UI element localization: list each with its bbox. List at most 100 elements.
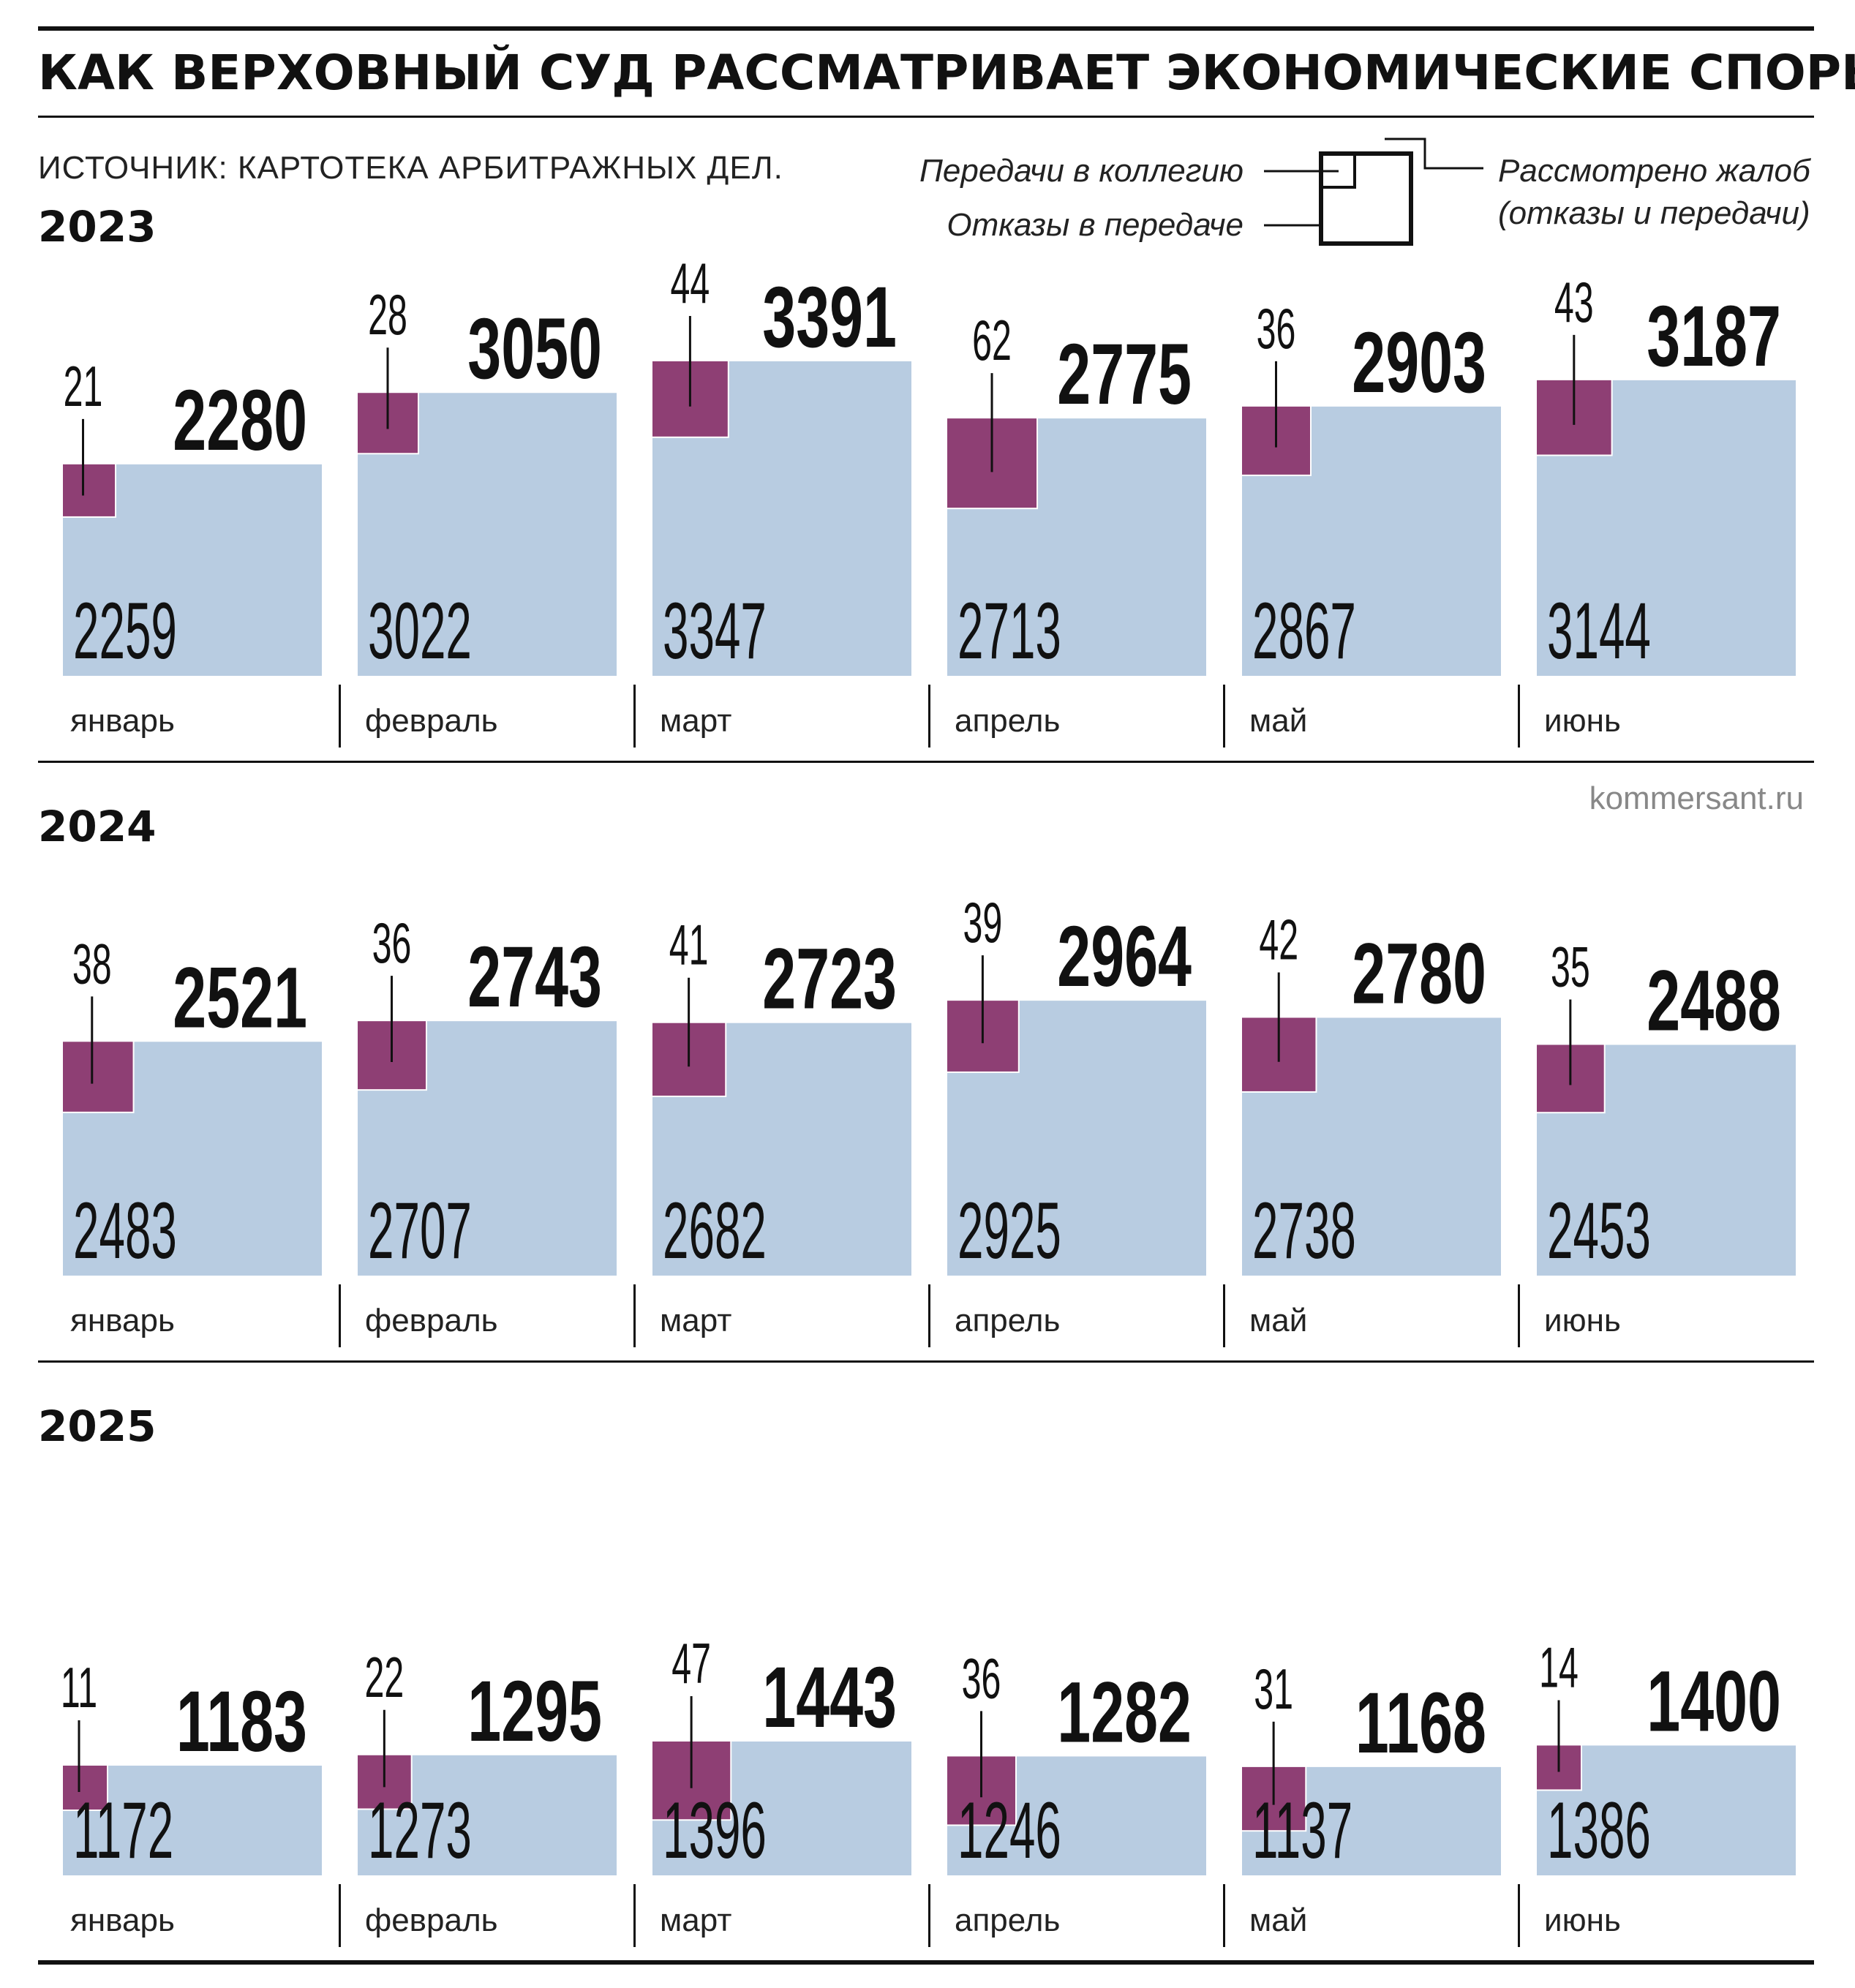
total-value-label: 2775 (1057, 326, 1192, 423)
month-label: январь (70, 1902, 175, 1938)
year-panels: 2023 21 2280 2259 январь 28 3050 3022 февраль 44 3… (38, 202, 1814, 1965)
month-block: 39 2964 2925 апрель (928, 890, 1206, 1347)
total-value-label: 2723 (762, 930, 897, 1027)
transfers-value-label: 36 (372, 911, 412, 975)
transfers-value-label: 36 (962, 1646, 1001, 1711)
total-value-label: 3050 (467, 301, 602, 397)
total-value-label: 1168 (1355, 1674, 1486, 1771)
month-label: апрель (955, 1303, 1060, 1338)
month-separator (1223, 685, 1225, 748)
month-label: январь (70, 1303, 175, 1338)
total-value-label: 1400 (1647, 1653, 1781, 1750)
refusals-value-label: 2483 (73, 1186, 177, 1276)
refusals-value-label: 3144 (1547, 587, 1651, 676)
month-separator (633, 1284, 636, 1347)
month-separator (1518, 685, 1520, 748)
month-label: март (660, 1902, 731, 1938)
month-separator (928, 1884, 930, 1947)
month-separator (1223, 1884, 1225, 1947)
panel-rule (38, 1960, 1814, 1965)
month-block: 36 2903 2867 май (1223, 296, 1501, 748)
month-label: май (1249, 1303, 1307, 1338)
total-value-label: 2280 (173, 372, 307, 468)
refusals-value-label: 1246 (957, 1786, 1061, 1875)
refusals-value-label: 2925 (957, 1186, 1061, 1276)
year-label: 2024 (38, 802, 156, 851)
refusals-value-label: 1386 (1547, 1786, 1651, 1875)
month-label: март (660, 703, 731, 739)
month-label: февраль (365, 1902, 498, 1938)
total-value-label: 1183 (176, 1673, 307, 1769)
year-panel-2023: 2023 21 2280 2259 январь 28 3050 3022 февраль 44 3… (38, 202, 1814, 763)
total-value-label: 2903 (1352, 314, 1486, 410)
month-block: 44 3391 3347 март (633, 251, 911, 748)
legend-refusals-label: Отказы в передаче (947, 207, 1243, 243)
transfers-value-label: 47 (671, 1631, 711, 1695)
transfers-value-label: 22 (364, 1645, 404, 1709)
source-note: ИСТОЧНИК: КАРТОТЕКА АРБИТРАЖНЫХ ДЕЛ. (38, 150, 783, 186)
total-value-label: 3187 (1647, 287, 1781, 384)
legend-total-label-2: (отказы и передачи) (1498, 195, 1810, 231)
refusals-value-label: 2707 (368, 1186, 472, 1276)
month-label: июнь (1544, 1303, 1621, 1338)
year-label: 2025 (38, 1401, 156, 1451)
transfers-value-label: 14 (1539, 1635, 1579, 1700)
transfers-value-label: 31 (1254, 1657, 1293, 1721)
transfers-value-label: 28 (368, 282, 407, 347)
refusals-value-label: 2738 (1252, 1186, 1356, 1276)
month-separator (633, 685, 636, 748)
month-block: 43 3187 3144 июнь (1518, 270, 1796, 748)
refusals-value-label: 3022 (368, 587, 472, 676)
total-value-label: 3391 (762, 268, 897, 365)
legend: Передачи в коллегию Отказы в передаче Ра… (919, 138, 1812, 246)
transfers-value-label: 11 (61, 1655, 97, 1720)
month-block: 36 2743 2707 февраль (339, 911, 617, 1347)
panel-rule (38, 761, 1814, 763)
month-separator (339, 685, 341, 748)
month-separator (1223, 1284, 1225, 1347)
total-value-label: 1295 (467, 1663, 602, 1759)
transfers-value-label: 39 (963, 890, 1003, 955)
month-separator (1518, 1284, 1520, 1347)
month-block: 35 2488 2453 июнь (1518, 935, 1796, 1347)
month-block: 47 1443 1396 март (633, 1631, 911, 1947)
month-label: январь (70, 703, 175, 739)
month-label: июнь (1544, 703, 1621, 739)
refusals-value-label: 1172 (73, 1786, 173, 1875)
transfers-value-label: 36 (1257, 296, 1296, 361)
refusals-value-label: 1396 (663, 1786, 767, 1875)
total-value-label: 2521 (173, 949, 307, 1046)
refusals-value-label: 2682 (663, 1186, 767, 1276)
month-label: май (1249, 703, 1307, 739)
legend-transfers-label: Передачи в коллегию (919, 153, 1243, 189)
month-block: 21 2280 2259 январь (61, 354, 322, 739)
month-block: 14 1400 1386 июнь (1518, 1635, 1796, 1947)
top-rule (38, 26, 1814, 31)
title-rule (38, 116, 1814, 118)
month-label: апрель (955, 1902, 1060, 1938)
transfers-value-label: 38 (72, 931, 112, 995)
transfers-bar (63, 1765, 107, 1810)
transfers-value-label: 42 (1259, 908, 1298, 972)
chart-title: КАК ВЕРХОВНЫЙ СУД РАССМАТРИВАЕТ ЭКОНОМИЧ… (38, 44, 1855, 101)
month-separator (633, 1884, 636, 1947)
legend-total-square (1319, 151, 1413, 246)
legend-total-label-1: Рассмотрено жалоб (1498, 153, 1812, 189)
refusals-value-label: 2867 (1252, 587, 1356, 676)
month-separator (339, 1884, 341, 1947)
transfers-value-label: 43 (1554, 270, 1594, 334)
total-value-label: 2743 (467, 929, 602, 1025)
month-label: июнь (1544, 1902, 1621, 1938)
transfers-value-label: 41 (669, 913, 709, 977)
total-value-label: 2964 (1057, 908, 1192, 1005)
month-block: 22 1295 1273 февраль (339, 1645, 617, 1947)
month-block: 28 3050 3022 февраль (339, 282, 617, 748)
month-separator (339, 1284, 341, 1347)
month-label: март (660, 1303, 731, 1338)
month-separator (928, 685, 930, 748)
month-block: 42 2780 2738 май (1223, 908, 1501, 1347)
month-label: апрель (955, 703, 1060, 739)
